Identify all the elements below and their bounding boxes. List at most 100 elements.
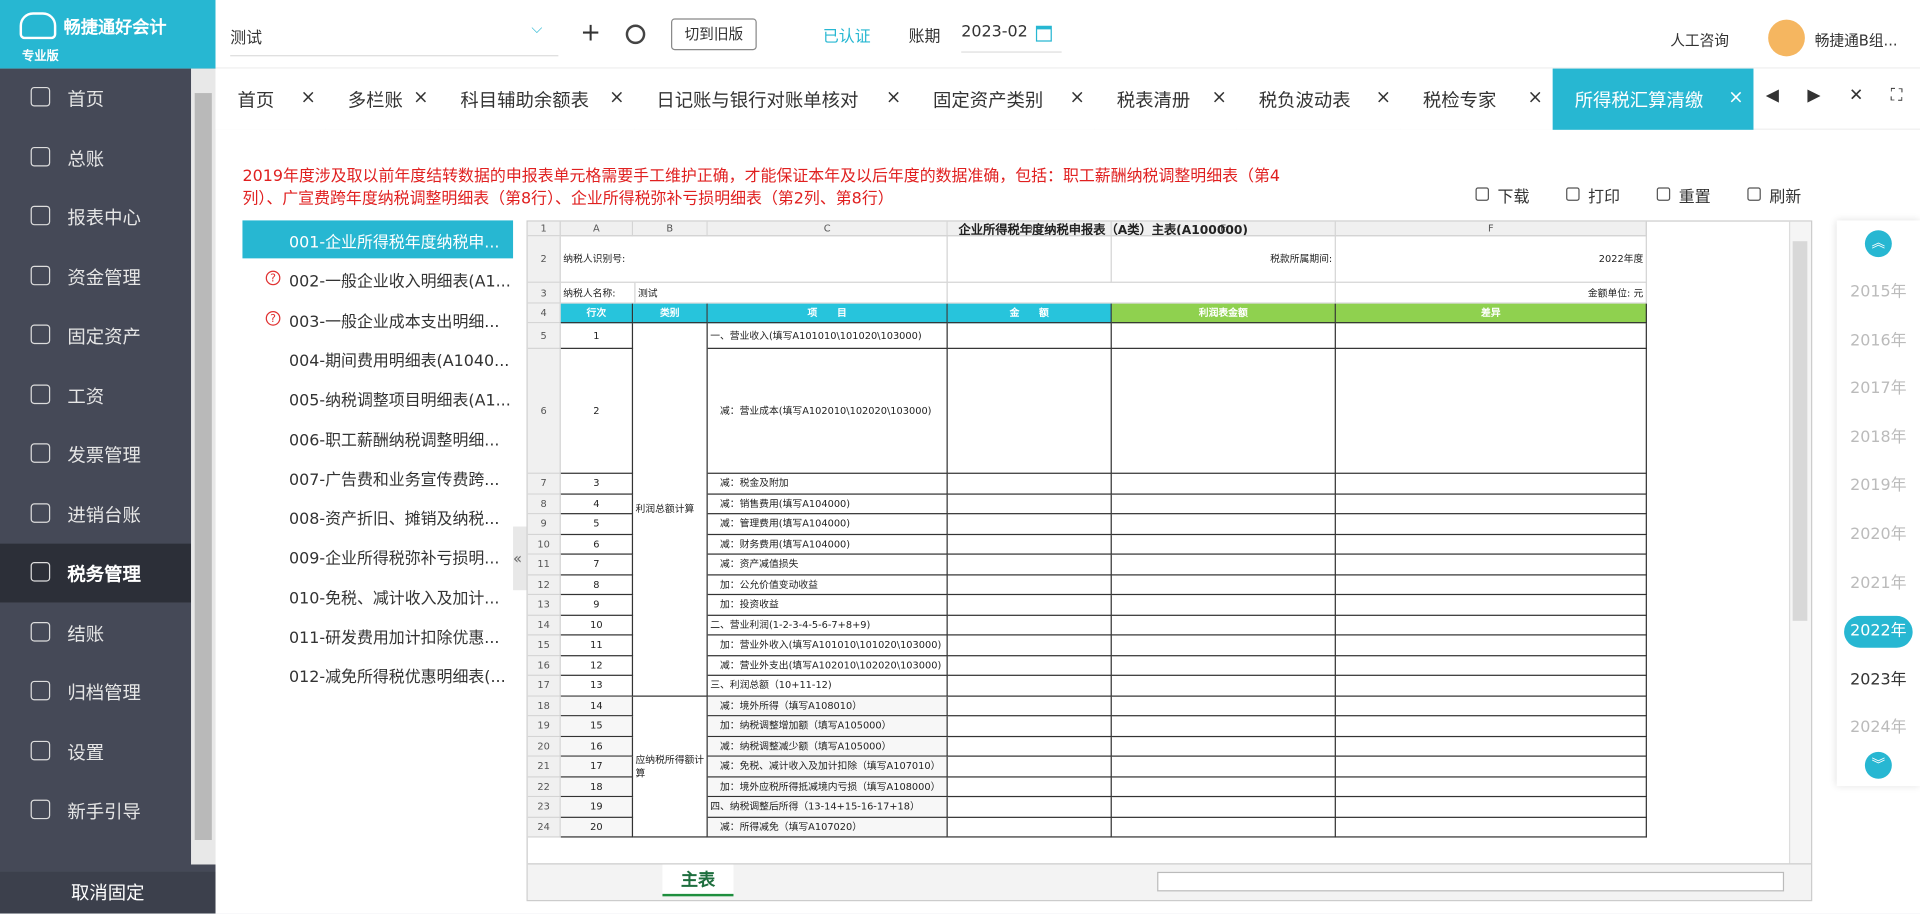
tab-close[interactable]: × [885,85,902,108]
form-item[interactable]: 008-资产折旧、摊销及纳税... [242,497,513,535]
amount [947,736,1112,757]
year[interactable]: 2021年 [1850,573,1907,593]
tab-nav-button[interactable]: ✕ [1848,85,1864,106]
menu-item[interactable]: 设置 [0,722,191,781]
form-item[interactable]: ? 002-一般企业收入明细表(A1... [242,260,513,298]
line-number: 15 [560,716,634,737]
menu-item[interactable]: 固定资产 [0,306,191,365]
tab-close[interactable]: × [1527,85,1543,108]
tab-close[interactable]: × [300,85,316,108]
period-value[interactable]: 2023-02 [961,23,1062,53]
form-item[interactable]: 009-企业所得税弥补亏损明... [242,537,513,575]
menu-item[interactable]: 进销台账 [0,484,191,543]
cell [947,236,1112,283]
tab[interactable]: 多栏账 × [325,68,439,130]
tab-nav-button[interactable]: ◀ [1765,85,1779,106]
menu-item[interactable]: 工资 [0,366,191,425]
company-select[interactable]: 测试 [230,24,559,57]
form-item[interactable]: 011-研发费用加计扣除优惠... [242,616,513,654]
menu-item[interactable]: 结账 [0,603,191,662]
item: 二、营业利润(1-2-3-4-5-6-7+8+9) [707,615,948,636]
year[interactable]: 2017年 [1850,379,1907,399]
tab-close[interactable]: × [413,85,429,108]
year-up[interactable]: ︽ [1864,230,1892,258]
sheet-tab[interactable]: 主表 [662,864,734,897]
line-number: 5 [560,514,634,535]
tab-close[interactable]: × [1375,85,1392,108]
collapse-button[interactable]: « [513,526,527,591]
tab-nav-button[interactable]: ▶ [1807,85,1821,106]
year[interactable]: 2022年 [1844,616,1913,648]
menu-item[interactable]: 归档管理 [0,662,191,721]
tab[interactable]: 固定资产类别 × [911,68,1095,130]
year[interactable]: 2019年 [1850,476,1907,496]
tab-nav-button[interactable]: ⛶ [1890,85,1903,106]
profit-amount [1111,494,1336,515]
tab-label: 固定资产类别 [933,89,1044,112]
profit-amount [1111,655,1336,676]
edition: 专业版 [22,50,59,64]
menu-icon [30,562,51,582]
menu-item[interactable]: 总账 [0,128,191,187]
unpin-button[interactable]: 取消固定 [0,871,216,914]
tab-close[interactable]: × [1069,85,1085,108]
menu-icon [30,502,51,523]
form-item[interactable]: 001-企业所得税年度纳税申... [242,220,514,259]
user-name[interactable]: 畅捷通B组... [1814,31,1898,49]
year[interactable]: 2015年 [1850,282,1907,302]
tab[interactable]: 首页 × [215,68,326,130]
form-item[interactable]: 004-期间费用明细表(A1040... [242,339,513,377]
tab-close[interactable]: × [609,85,625,108]
menu-item[interactable]: 报表中心 [0,187,191,246]
year[interactable]: 2024年 [1850,719,1907,738]
row-number: 4 [527,303,561,324]
tab[interactable]: 税表清册 × [1094,68,1237,130]
menu-icon [30,621,51,642]
certified-badge: 已认证 [822,28,871,47]
tab[interactable]: 税检专家 × [1400,68,1553,130]
item: 加：投资收益 [707,595,948,616]
form-item[interactable]: 006-职工薪酬纳税调整明细... [242,418,513,456]
toolbar-button[interactable]: 刷新 [1747,184,1801,207]
tab[interactable]: 税负波动表 × [1236,68,1401,130]
table-head: 行次 [560,303,634,324]
toolbar-button[interactable]: 下载 [1475,184,1529,207]
year[interactable]: 2023年 [1850,670,1907,690]
amount [947,696,1112,717]
menu-item[interactable]: 新手引导 [0,781,191,840]
year[interactable]: 2020年 [1850,525,1907,544]
menu-item[interactable]: 发票管理 [0,425,191,484]
menu-icon [30,205,51,226]
toolbar-button[interactable]: 重置 [1656,184,1711,207]
tab[interactable]: 日记账与银行对账单核对 × [634,68,912,130]
tab-close[interactable]: × [1211,85,1227,108]
line-number: 11 [560,635,634,656]
form-item[interactable]: 005-纳税调整项目明细表(A1... [242,379,513,417]
form-item[interactable]: 012-减免所得税优惠明细表(... [242,655,513,693]
menu-label: 报表中心 [67,206,141,229]
tab[interactable]: 科目辅助余额表 × [438,68,635,130]
row-number: 1 [527,221,561,237]
tab-close[interactable]: × [1728,85,1744,108]
settings-button[interactable] [625,24,646,45]
menu-item[interactable]: 税务管理 [0,543,192,603]
add-button[interactable]: + [580,17,601,47]
menu-item[interactable]: 资金管理 [0,247,191,306]
year-down[interactable]: ︾ [1864,751,1892,779]
menu-item[interactable]: 首页 [0,69,191,128]
difference [1335,696,1647,717]
consult-link[interactable]: 人工咨询 [1670,31,1729,49]
menu-icon [30,740,51,760]
old-version-button[interactable]: 切到旧版 [671,18,757,51]
year[interactable]: 2016年 [1850,331,1907,350]
profit-amount [1111,514,1336,535]
form-item[interactable]: ? 003-一般企业成本支出明细... [242,300,513,338]
tab[interactable]: 所得税汇算清缴 × [1552,68,1754,130]
menu-label: 税务管理 [67,563,141,586]
toolbar-button[interactable]: 打印 [1566,184,1620,207]
form-label: 012-减免所得税优惠明细表(... [288,668,506,688]
form-item[interactable]: 010-免税、减计收入及加计... [242,576,513,614]
row-number: 11 [527,554,561,575]
year[interactable]: 2018年 [1850,428,1907,447]
form-item[interactable]: 007-广告费和业务宣传费跨... [242,458,513,496]
